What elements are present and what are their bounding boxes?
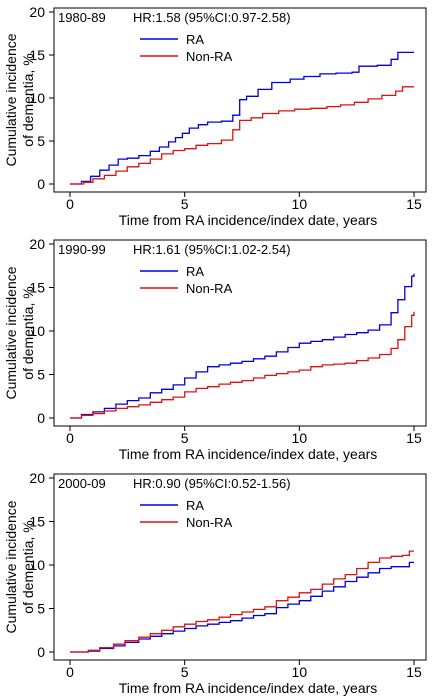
panel-label: 2000-09 (58, 476, 106, 491)
legend-label-non-ra: Non-RA (186, 49, 233, 64)
x-tick-label: 10 (292, 196, 308, 212)
hazard-ratio-text: HR:1.61 (95%CI:1.02-2.54) (133, 242, 291, 257)
y-axis-title-line-1: Cumulative incidence (3, 500, 19, 633)
x-tick-label: 10 (292, 664, 308, 680)
y-axis-title-line-2: of dementia, % (20, 520, 36, 613)
x-axis-title: Time from RA incidence/index date, years (119, 212, 378, 228)
y-axis-title: Cumulative incidence of dementia, % (3, 33, 36, 166)
x-tick-label: 0 (66, 664, 74, 680)
series-line-non-ra (70, 86, 414, 185)
x-tick-label: 15 (406, 196, 422, 212)
panel-label: 1980-89 (58, 10, 106, 25)
legend-label-ra: RA (186, 32, 204, 47)
y-axis-title-line-2: of dementia, % (20, 53, 36, 146)
x-tick-label: 15 (406, 664, 422, 680)
series-line-non-ra (70, 311, 415, 419)
legend: RA Non-RA (140, 32, 233, 64)
y-tick-label: 5 (37, 367, 45, 383)
y-tick-label: 0 (37, 176, 45, 192)
y-tick-label: 20 (29, 4, 45, 20)
y-tick-label: 15 (29, 47, 45, 63)
series-line-ra (70, 51, 414, 185)
legend: RA Non-RA (140, 264, 233, 296)
hazard-ratio-text: HR:1.58 (95%CI:0.97-2.58) (133, 10, 291, 25)
legend-label-non-ra: Non-RA (186, 515, 233, 530)
x-tick-label: 0 (66, 196, 74, 212)
y-axis-title-line-2: of dementia, % (20, 286, 36, 379)
x-tick-label: 5 (181, 196, 189, 212)
legend-label-non-ra: Non-RA (186, 281, 233, 296)
y-axis-title: Cumulative incidence of dementia, % (3, 500, 36, 633)
chart-panel-1: 0 5 10 15 20 0 5 10 15 Time from RA incidence/ind… (3, 4, 427, 228)
x-axis-title: Time from RA incidence/index date, years (119, 680, 378, 696)
y-axis-title-line-1: Cumulative incidence (3, 33, 19, 166)
panel-label: 1990-99 (58, 242, 106, 257)
series-line-ra (70, 561, 414, 653)
x-tick-label: 10 (292, 430, 308, 446)
x-axis-title: Time from RA incidence/index date, years (119, 446, 378, 462)
y-axis-title-line-1: Cumulative incidence (3, 266, 19, 399)
y-tick-label: 0 (37, 644, 45, 660)
legend-label-ra: RA (186, 498, 204, 513)
y-tick-label: 10 (29, 90, 45, 106)
y-tick-label: 15 (29, 514, 45, 530)
y-tick-label: 20 (29, 236, 45, 252)
plot-frame (53, 473, 427, 661)
y-tick-label: 5 (37, 133, 45, 149)
y-tick-label: 15 (29, 280, 45, 296)
legend-label-ra: RA (186, 264, 204, 279)
y-axis-title: Cumulative incidence of dementia, % (3, 266, 36, 399)
x-tick-label: 0 (66, 430, 74, 446)
chart-panel-3: 0 5 10 15 20 0 5 10 15 Time from RA incidence/ind… (3, 470, 427, 696)
legend: RA Non-RA (140, 498, 233, 530)
plot-frame (53, 239, 427, 427)
x-tick-label: 5 (181, 430, 189, 446)
x-tick-label: 15 (406, 430, 422, 446)
y-tick-label: 20 (29, 470, 45, 486)
chart-panel-2: 0 5 10 15 20 0 5 10 15 Time from RA incidence/ind… (3, 236, 427, 462)
x-tick-label: 5 (181, 664, 189, 680)
hazard-ratio-text: HR:0.90 (95%CI:0.52-1.56) (133, 476, 291, 491)
series-line-non-ra (70, 550, 414, 653)
plot-frame (53, 7, 427, 193)
y-tick-label: 10 (29, 323, 45, 339)
series-line-ra (70, 273, 415, 419)
y-tick-label: 0 (37, 410, 45, 426)
y-tick-label: 10 (29, 557, 45, 573)
y-tick-label: 5 (37, 601, 45, 617)
